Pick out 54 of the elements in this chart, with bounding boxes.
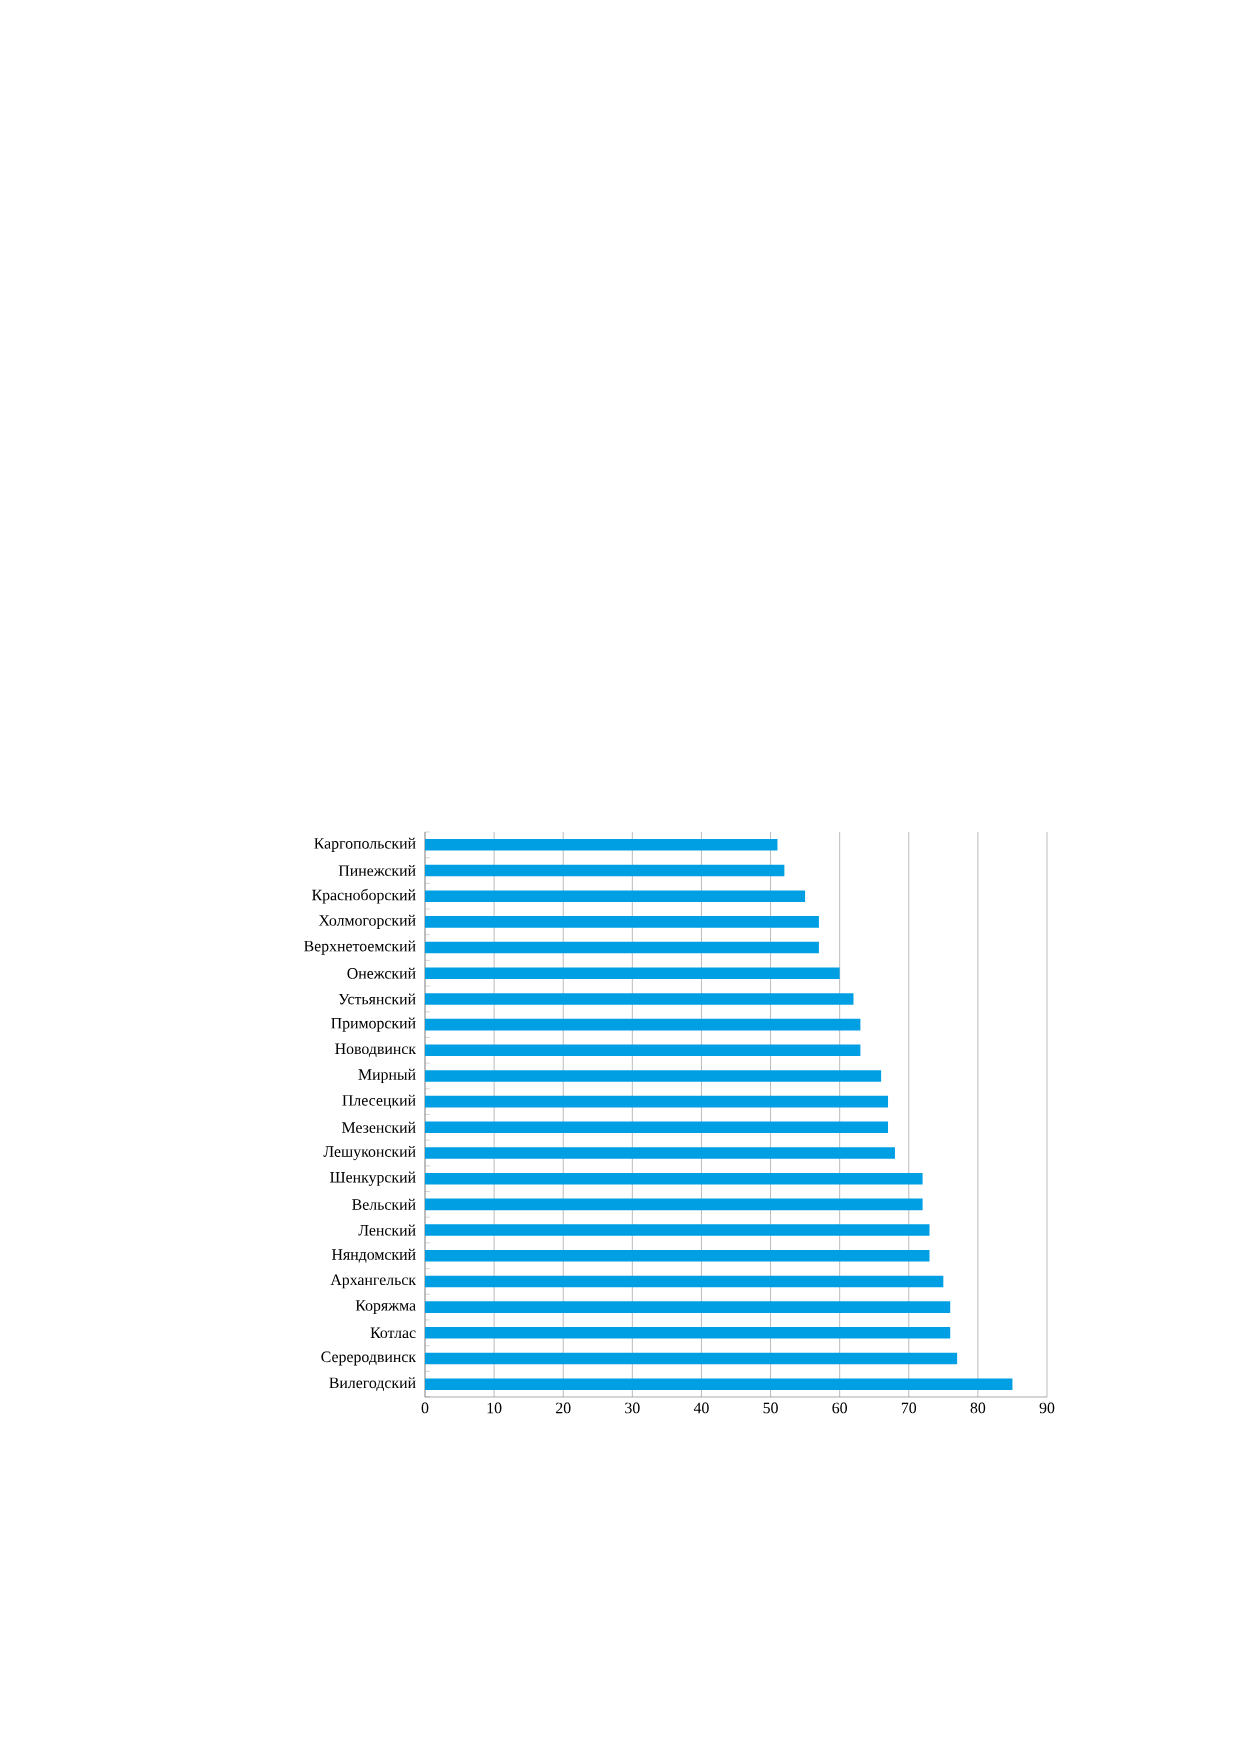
y-tick-label: Няндомский	[331, 1248, 416, 1263]
y-tick-label: Каргопольский	[314, 837, 416, 852]
bar	[425, 1121, 889, 1134]
bar	[425, 1327, 951, 1339]
x-tick-label: 0	[421, 1402, 429, 1414]
y-tick-label: Приморский	[331, 1017, 416, 1032]
y-tick-label: Онежский	[347, 967, 416, 979]
y-tick-label: Красноборский	[312, 888, 416, 904]
bar	[425, 1172, 923, 1185]
y-tick-label: Сереродвинск	[321, 1351, 417, 1366]
y-tick-label: Котлас	[370, 1327, 416, 1339]
bar	[425, 864, 785, 877]
y-tick-label: Плесецкий	[342, 1094, 416, 1109]
y-tick-label: Ленский	[358, 1224, 416, 1236]
bar	[425, 1018, 861, 1031]
x-tick-label: 20	[556, 1402, 571, 1414]
y-tick-label: Пинежский	[338, 865, 416, 877]
bar	[425, 993, 854, 1005]
x-tick-label: 30	[625, 1402, 640, 1414]
bar	[425, 967, 840, 980]
y-tick-label: Мезенский	[341, 1121, 416, 1133]
bar	[425, 1070, 882, 1082]
x-tick-label: 70	[901, 1402, 917, 1414]
y-tick-label: Мирный	[358, 1068, 416, 1084]
bar	[425, 1147, 895, 1159]
x-tick-label: 80	[970, 1402, 986, 1414]
y-tick-label: Коряжма	[355, 1300, 416, 1314]
y-tick-label: Новодвинск	[335, 1043, 417, 1057]
bar	[425, 1301, 951, 1313]
y-tick-label: Холмогорский	[318, 914, 416, 929]
bar	[425, 1275, 944, 1288]
y-tick-label: Вилегодский	[329, 1377, 416, 1392]
x-tick-label: 50	[763, 1402, 778, 1414]
bar	[425, 1095, 889, 1108]
bar	[425, 916, 819, 928]
bar	[425, 1249, 930, 1262]
bar	[425, 890, 806, 902]
y-tick-label: Вельский	[352, 1198, 416, 1210]
x-tick-label: 10	[487, 1402, 502, 1414]
y-tick-label: Архангельск	[330, 1274, 417, 1289]
y-tick-label: Верхнетоемский	[304, 940, 416, 955]
x-tick-label: 90	[1039, 1402, 1055, 1414]
y-tick-label: Шенкурский	[330, 1171, 416, 1186]
x-tick-label: 60	[832, 1402, 847, 1414]
bar	[425, 1224, 930, 1236]
bar	[425, 1198, 923, 1211]
x-tick-label: 40	[693, 1402, 709, 1414]
bar	[425, 1044, 861, 1057]
bar	[425, 1352, 958, 1365]
y-tick-label: Устьянский	[338, 993, 416, 1005]
y-tick-label: Лешуконский	[323, 1145, 416, 1161]
bar	[425, 941, 819, 954]
bar	[425, 839, 778, 851]
bar	[425, 1378, 1013, 1390]
